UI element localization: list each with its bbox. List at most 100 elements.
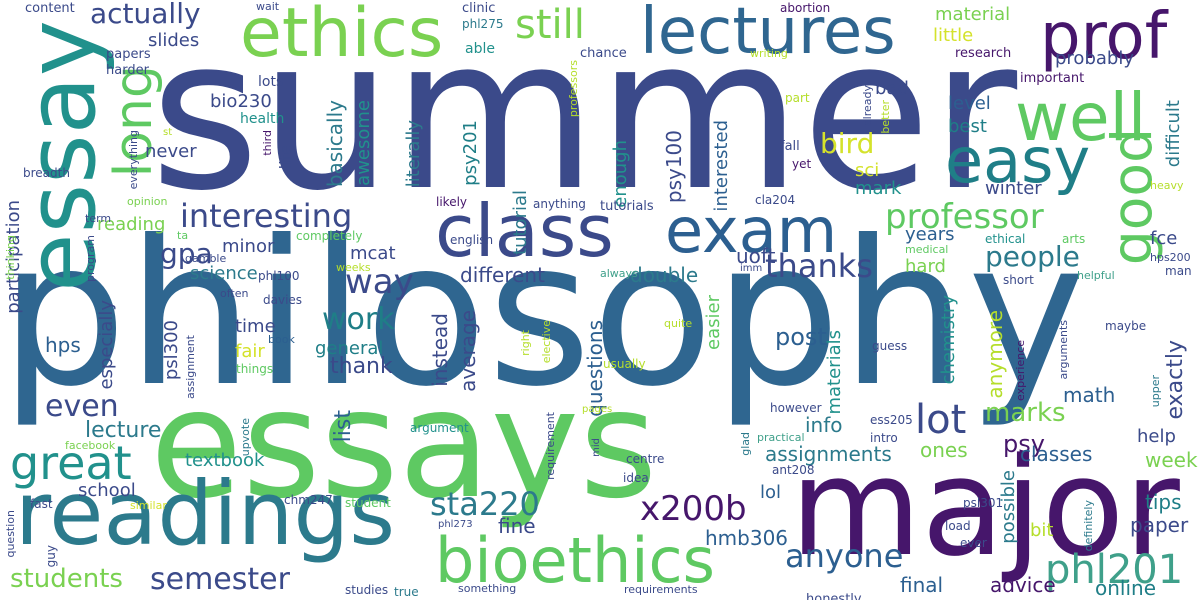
word-phl100: phl100 bbox=[258, 269, 300, 283]
word-experience: experience bbox=[1014, 340, 1027, 401]
word-man: man bbox=[1165, 264, 1192, 278]
word-professors: professors bbox=[567, 60, 580, 118]
word-assignments: assignments bbox=[765, 442, 892, 466]
word-minor: minor bbox=[222, 236, 275, 257]
word-intro: intro bbox=[870, 431, 898, 445]
word-maybe: maybe bbox=[1105, 319, 1147, 333]
word-time: time bbox=[235, 316, 276, 337]
word-ever: ever bbox=[960, 536, 987, 550]
word-definitely: definitely bbox=[1082, 500, 1095, 552]
word-instead: instead bbox=[428, 313, 452, 387]
word-different: different bbox=[460, 263, 545, 287]
word-breadth: breadth bbox=[23, 166, 70, 180]
word-practical: practical bbox=[757, 431, 805, 444]
word-short: short bbox=[1003, 273, 1034, 287]
word-everything: everything bbox=[127, 130, 140, 190]
word-philosophy: philosophy bbox=[0, 198, 1086, 431]
word-especially: especially bbox=[96, 300, 117, 390]
word-questions: questions bbox=[583, 320, 607, 417]
word-weeks: weeks bbox=[336, 261, 371, 274]
word-english: english bbox=[450, 233, 494, 247]
word-people: people bbox=[985, 240, 1080, 273]
word-research: research bbox=[955, 46, 1012, 61]
word-student: student bbox=[345, 496, 391, 510]
word-right: right bbox=[519, 330, 532, 356]
word-hps: hps bbox=[45, 333, 81, 357]
word-opinion: opinion bbox=[127, 195, 168, 208]
word-medical: medical bbox=[905, 243, 949, 256]
word-chm247: chm247 bbox=[284, 493, 333, 507]
word-still: still bbox=[515, 2, 585, 48]
word-actually: actually bbox=[90, 0, 201, 30]
word-life: life bbox=[276, 145, 295, 170]
word-best: best bbox=[948, 116, 987, 137]
word-elective: elective bbox=[540, 320, 553, 364]
word-requirements: requirements bbox=[624, 583, 698, 596]
word-hard: hard bbox=[905, 256, 946, 277]
word-tutorials: tutorials bbox=[600, 199, 654, 214]
word-true: true bbox=[394, 585, 419, 599]
word-ta: ta bbox=[177, 229, 189, 242]
word-wait: wait bbox=[256, 0, 280, 13]
word-anyone: anyone bbox=[785, 537, 904, 575]
word-harder: harder bbox=[106, 63, 149, 78]
word-average: average bbox=[456, 310, 480, 392]
word-writing: writing bbox=[750, 47, 788, 60]
word-completely: completely bbox=[296, 229, 363, 243]
word-studies: studies bbox=[345, 583, 389, 597]
word-program: program bbox=[84, 235, 97, 282]
word-great: great bbox=[10, 436, 132, 490]
word-uoft: uoft bbox=[736, 244, 776, 268]
word-winter: winter bbox=[985, 178, 1042, 199]
word-part: part bbox=[785, 91, 810, 105]
word-marks: marks bbox=[985, 398, 1066, 428]
word-way: way bbox=[345, 262, 414, 302]
word-awesome: awesome bbox=[353, 100, 374, 186]
word-never: never bbox=[145, 141, 197, 162]
word-assignment: assignment bbox=[184, 335, 197, 399]
word-material: material bbox=[935, 4, 1011, 25]
word-fine: fine bbox=[498, 514, 536, 538]
word-bad: bad bbox=[875, 78, 909, 99]
word-usually: usually bbox=[603, 357, 646, 371]
word-probably: probably bbox=[1055, 48, 1134, 69]
word-difficult: difficult bbox=[1163, 100, 1184, 168]
word-heavy: heavy bbox=[1150, 179, 1184, 192]
word-bio230: bio230 bbox=[210, 91, 272, 112]
word-something: something bbox=[458, 582, 517, 595]
word-literally: literally bbox=[403, 120, 424, 188]
word-guess: guess bbox=[872, 339, 908, 353]
word-bioethics: bioethics bbox=[435, 524, 715, 597]
word-term: term bbox=[85, 212, 112, 225]
word-guy: guy bbox=[44, 545, 58, 568]
word-abortion: abortion bbox=[780, 1, 831, 15]
word-sta220: sta220 bbox=[430, 485, 540, 523]
word-professor: professor bbox=[885, 197, 1044, 237]
word-upvote: upvote bbox=[239, 418, 252, 457]
word-imm: imm bbox=[740, 263, 763, 274]
word-already: already bbox=[861, 85, 874, 127]
word-gpa: gpa bbox=[160, 237, 213, 270]
word-often: often bbox=[220, 287, 249, 300]
word-final: final bbox=[900, 573, 944, 597]
word-math: math bbox=[1063, 383, 1116, 407]
word-arts: arts bbox=[1062, 232, 1086, 246]
word-general: general bbox=[315, 338, 384, 359]
word-lol: lol bbox=[760, 482, 782, 503]
word-pages: pages bbox=[582, 404, 613, 415]
word-help: help bbox=[1137, 426, 1176, 447]
word-gamble: gamble bbox=[185, 252, 227, 265]
word-important: important bbox=[1020, 71, 1085, 86]
word-cla204: cla204 bbox=[755, 193, 796, 207]
word-double: double bbox=[630, 263, 699, 287]
word-facebook: facebook bbox=[65, 439, 116, 452]
word-psy100: psy100 bbox=[662, 130, 686, 204]
word-thinking: thinking bbox=[4, 235, 17, 280]
word-work: work bbox=[322, 302, 395, 337]
word-always: always bbox=[600, 267, 638, 280]
word-reading: reading bbox=[97, 214, 166, 235]
word-davies: davies bbox=[263, 293, 303, 307]
word-fce: fce bbox=[1150, 228, 1178, 249]
word-anything: anything bbox=[533, 197, 586, 211]
